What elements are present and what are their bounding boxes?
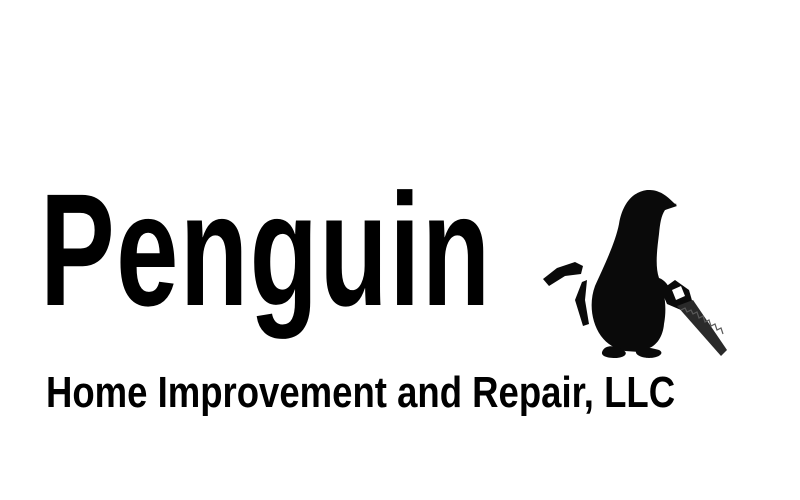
penguin-icon [591,190,677,358]
hammer-icon [543,262,589,326]
saw-icon [661,280,727,356]
penguin-with-hammer-and-saw-icon [543,190,727,358]
tagline: Home Improvement and Repair, LLC [46,368,676,417]
brand-name: Penguin [40,160,492,339]
